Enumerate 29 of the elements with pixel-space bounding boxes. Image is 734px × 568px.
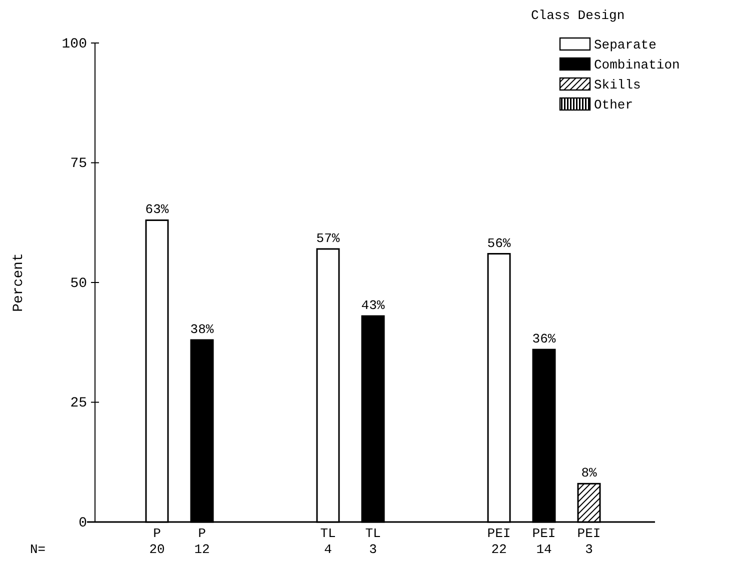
y-tick-label: 25 — [70, 396, 87, 412]
data-label: 36% — [532, 332, 556, 347]
legend-label: Separate — [594, 38, 656, 53]
y-axis-title: Percent — [11, 253, 27, 312]
data-label: 63% — [145, 202, 169, 218]
text: 22 — [491, 542, 507, 557]
legend-label: Other — [594, 98, 634, 113]
data-label: 57% — [316, 230, 340, 246]
data-label: 38% — [190, 322, 214, 337]
data-label: 43% — [361, 298, 385, 314]
data-label: 8% — [581, 466, 597, 481]
x-tick-label: TL — [365, 526, 381, 541]
data-label: 56% — [487, 236, 511, 251]
x-tick-label: P — [198, 526, 206, 541]
legend-title: Class Design — [531, 8, 625, 23]
text: 14 — [536, 542, 552, 557]
x-tick-label: PEI — [532, 526, 556, 541]
text: 3 — [369, 542, 377, 557]
y-tick-label: 0 — [78, 515, 87, 532]
text: 3 — [585, 542, 593, 557]
y-tick-label: 100 — [62, 36, 87, 52]
text: 4 — [324, 542, 332, 557]
legend-label: Combination — [594, 58, 680, 73]
legend-label: Skills — [594, 78, 641, 93]
text: 20 — [149, 542, 165, 557]
y-tick-label: 50 — [70, 276, 87, 292]
y-tick-label: 75 — [70, 156, 87, 172]
text: N= — [30, 542, 46, 557]
text: 12 — [194, 542, 210, 557]
